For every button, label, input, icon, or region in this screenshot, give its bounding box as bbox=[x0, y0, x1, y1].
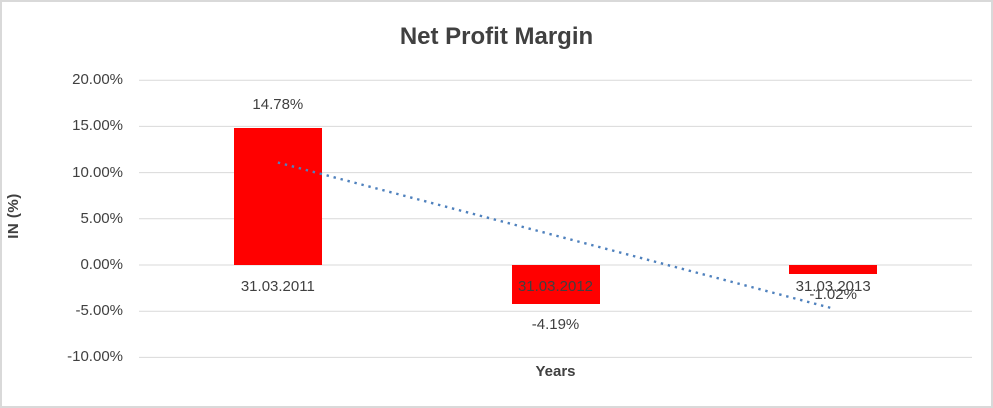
y-tick-label: -10.00% bbox=[67, 348, 123, 366]
value-label: -1.02% bbox=[809, 286, 857, 304]
y-tick-label: 20.00% bbox=[72, 71, 123, 89]
value-label: -4.19% bbox=[531, 315, 580, 333]
trendline bbox=[277, 161, 834, 310]
x-axis-title: Years bbox=[535, 363, 576, 380]
y-axis-title: IN (%) bbox=[5, 193, 22, 239]
bar-31.03.2012 bbox=[511, 265, 600, 304]
category-label: 31.03.2011 bbox=[240, 278, 315, 295]
category-label: 31.03.2013 bbox=[795, 278, 871, 295]
value-label: 14.78% bbox=[252, 96, 304, 114]
category-label: 31.03.2012 bbox=[517, 278, 594, 295]
bar-31.03.2013 bbox=[789, 265, 878, 275]
chart-title: Net Profit Margin bbox=[399, 23, 594, 50]
y-tick-label: -5.00% bbox=[75, 302, 123, 320]
bar-31.03.2011 bbox=[233, 128, 322, 265]
y-tick-label: 15.00% bbox=[72, 117, 123, 135]
